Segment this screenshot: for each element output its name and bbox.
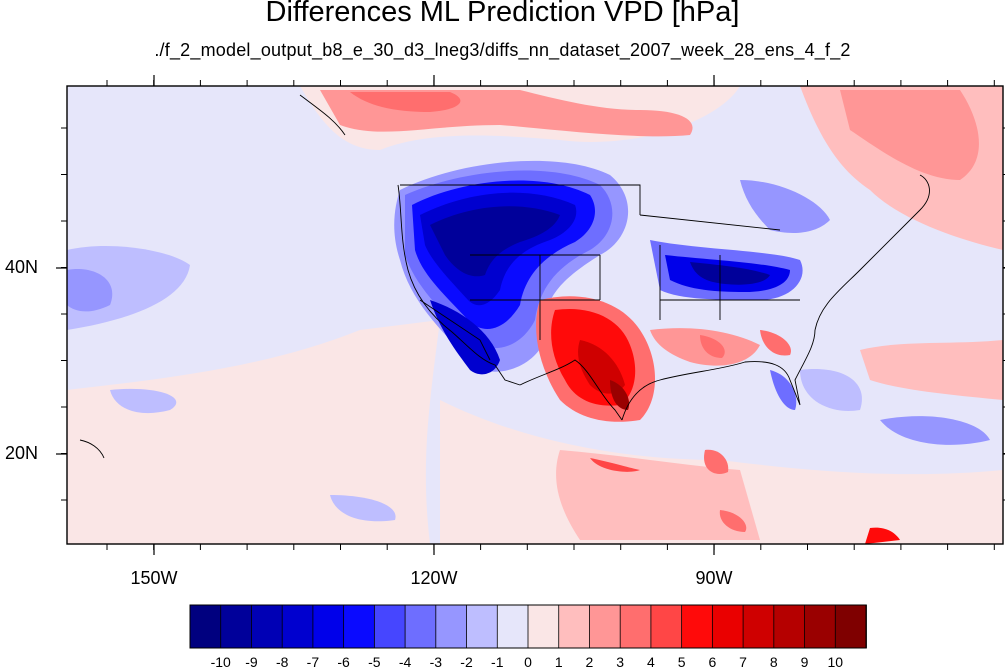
colorbar-tick-label: -3: [429, 654, 443, 670]
colorbar-swatch: [773, 604, 806, 649]
colorbar-swatch: [834, 604, 867, 649]
colorbar-swatch: [619, 604, 652, 649]
colorbar-tick-label: 5: [677, 654, 686, 670]
colorbar-swatch: [496, 604, 529, 649]
colorbar-tick-label: 1: [554, 654, 563, 670]
colorbar-swatch: [466, 604, 499, 649]
colorbar-swatch: [435, 604, 468, 649]
lon-label-120w: 120W: [410, 568, 458, 588]
lon-label-150w: 150W: [130, 568, 178, 588]
colorbar-tick-label: 6: [708, 654, 717, 670]
colorbar-swatch: [281, 604, 314, 649]
lat-label-20n: 20N: [4, 443, 38, 463]
colorbar-frame: [189, 604, 867, 649]
colorbar-swatch: [711, 604, 744, 649]
colorbar-tick-label: -6: [337, 654, 350, 670]
colorbar-tick-label: 8: [769, 654, 778, 670]
colorbar-swatch: [527, 604, 560, 649]
colorbar-swatch: [220, 604, 253, 649]
colorbar-tick-label: 3: [616, 654, 625, 670]
map-minor-ticks: [61, 80, 1005, 550]
colorbar-tick-label: -2: [460, 654, 473, 670]
colorbar-swatch: [589, 604, 622, 649]
colorbar-swatch: [681, 604, 714, 649]
colorbar-swatch: [251, 604, 284, 649]
colorbar-tick-label: 4: [647, 654, 655, 670]
colorbar-tick-label: -1: [491, 654, 504, 670]
colorbar-tick-label: -9: [245, 654, 258, 670]
colorbar-swatch: [650, 604, 683, 649]
colorbar-swatch: [343, 604, 376, 649]
colorbar-tick-label: 2: [585, 654, 594, 670]
colorbar-tick-label: -4: [398, 654, 412, 670]
colorbar-swatch: [373, 604, 406, 649]
map-title: Differences ML Prediction VPD [hPa]: [265, 0, 740, 28]
colorbar-swatch: [804, 604, 837, 649]
colorbar-tick-label: 7: [739, 654, 747, 670]
colorbar-swatch: [404, 604, 437, 649]
colorbar-swatch: [189, 604, 222, 649]
difference-field: [67, 86, 1003, 544]
colorbar-tick-label: -5: [368, 654, 381, 670]
colorbar-tick-label: -7: [306, 654, 320, 670]
colorbar-tick-label: -8: [275, 654, 289, 670]
map-plot-area: [56, 75, 1005, 555]
colorbar-tick-label: 0: [524, 654, 532, 670]
colorbar-tick-label: 9: [800, 654, 809, 670]
colorbar: [189, 604, 867, 649]
map-frame: [66, 85, 1004, 545]
colorbar-tick-label: -10: [210, 654, 231, 670]
lon-label-90w: 90W: [695, 568, 733, 588]
colorbar-tick-label: 10: [827, 654, 844, 670]
coastlines: [79, 94, 930, 459]
colorbar-swatch: [742, 604, 775, 649]
lat-label-40n: 40N: [4, 257, 38, 277]
colorbar-swatch: [312, 604, 345, 649]
colorbar-swatch: [558, 604, 591, 649]
map-subtitle: ./f_2_model_output_b8_e_30_d3_lneg3/diff…: [154, 40, 851, 60]
